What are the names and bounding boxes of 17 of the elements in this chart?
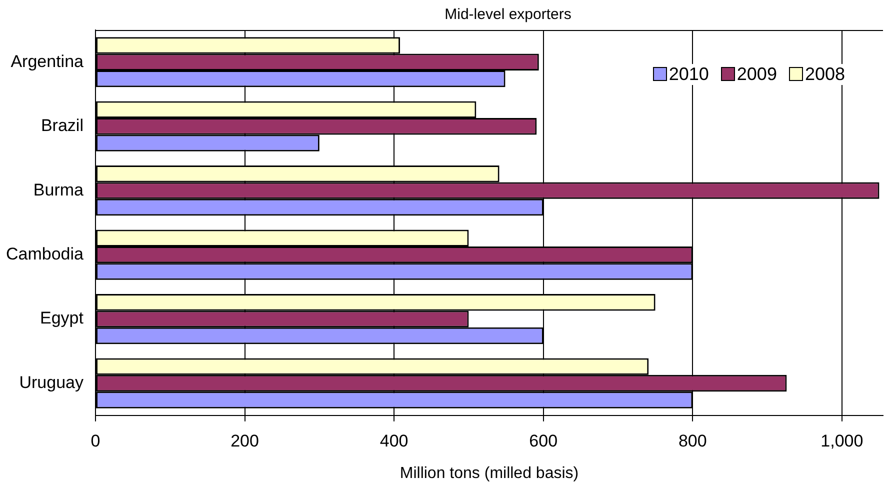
x-axis-title: Million tons (milled basis) bbox=[400, 464, 579, 482]
y-tick-label: Cambodia bbox=[6, 244, 84, 264]
x-tick-label: 400 bbox=[380, 431, 408, 450]
y-tick-label: Argentina bbox=[10, 52, 84, 71]
legend-label: 2008 bbox=[804, 64, 845, 85]
y-tick-label: Burma bbox=[33, 180, 84, 200]
x-tick-label: 1,000 bbox=[820, 431, 864, 450]
chart-title: Mid-level exporters bbox=[444, 6, 572, 23]
x-tick-label: 0 bbox=[90, 431, 100, 450]
legend-label: 2010 bbox=[668, 64, 709, 85]
x-tick-label: 600 bbox=[529, 431, 558, 450]
x-tick-label: 200 bbox=[230, 431, 259, 450]
x-tick-label: 800 bbox=[678, 431, 707, 450]
y-tick-label: Brazil bbox=[40, 116, 84, 136]
legend-label: 2009 bbox=[736, 64, 777, 85]
y-tick-label: Uruguay bbox=[19, 372, 84, 392]
y-tick-label: Egypt bbox=[40, 308, 84, 328]
